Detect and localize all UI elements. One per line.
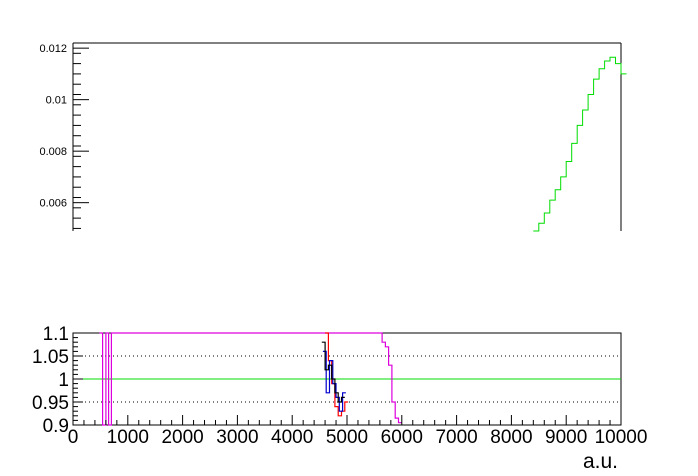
x-tick-label: 10000 — [595, 427, 648, 448]
bottom-y-tick-label: 0.9 — [43, 416, 69, 437]
x-tick-label: 6000 — [381, 427, 423, 448]
x-tick-label: 7000 — [435, 427, 477, 448]
x-tick-label: 4000 — [271, 427, 313, 448]
top-y-tick-label: 0.008 — [39, 146, 67, 158]
bottom-y-tick-label: 1.1 — [43, 324, 69, 345]
top-y-tick-label: 0.006 — [39, 198, 67, 210]
top-y-tick-label: 0.012 — [39, 43, 67, 55]
bottom-series-line-0 — [99, 332, 402, 426]
top-y-tick-label: 0.01 — [46, 95, 67, 107]
top-panel: 0.006 0.008 0.01 0.012 — [39, 42, 627, 232]
x-tick-label: 2000 — [161, 427, 203, 448]
x-tick-label: 1000 — [107, 427, 149, 448]
x-tick-label: 5000 — [326, 427, 368, 448]
x-tick-label: 8000 — [490, 427, 532, 448]
bottom-series-line-1 — [325, 332, 349, 417]
bottom-series-line-3 — [321, 341, 345, 403]
top-series-line-0 — [533, 56, 627, 232]
x-tick-label: 9000 — [545, 427, 587, 448]
x-tick-label: 0 — [68, 427, 79, 448]
x-axis-title: a.u. — [583, 450, 618, 473]
bottom-y-tick-label: 1 — [58, 370, 69, 391]
bottom-y-tick-label: 1.05 — [32, 347, 69, 368]
bottom-y-tick-label: 0.95 — [32, 393, 69, 414]
x-tick-label: 3000 — [216, 427, 258, 448]
